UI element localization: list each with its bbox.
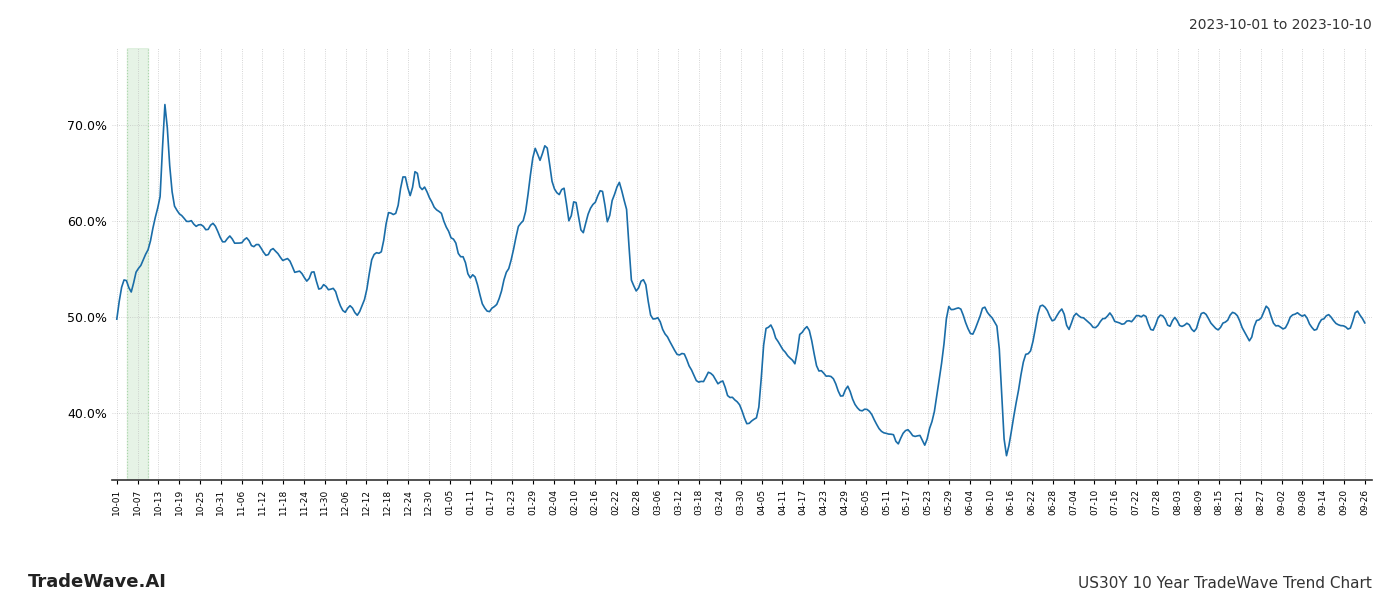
Text: 2023-10-01 to 2023-10-10: 2023-10-01 to 2023-10-10 <box>1189 18 1372 32</box>
Text: US30Y 10 Year TradeWave Trend Chart: US30Y 10 Year TradeWave Trend Chart <box>1078 576 1372 591</box>
Bar <box>127 48 148 480</box>
Text: TradeWave.AI: TradeWave.AI <box>28 573 167 591</box>
